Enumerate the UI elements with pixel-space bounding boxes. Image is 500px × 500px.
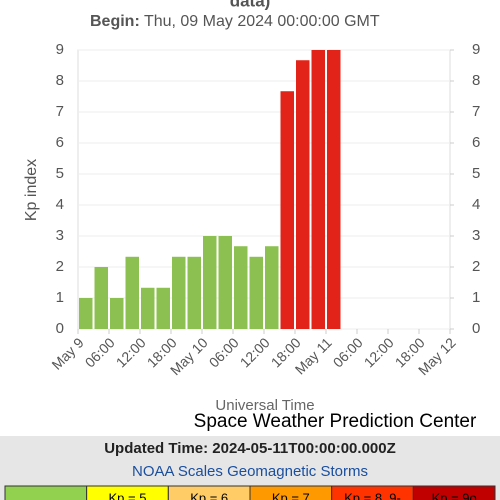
y-tick-label: 3 xyxy=(56,227,64,244)
y2-tick-label: 8 xyxy=(472,72,480,89)
subtitle-label: Begin: xyxy=(90,13,140,30)
subtitle-value: Thu, 09 May 2024 00:00:00 GMT xyxy=(144,13,380,30)
x-tick-label: 12:00 xyxy=(361,334,397,370)
bar xyxy=(311,50,325,329)
bar xyxy=(327,50,341,329)
bar xyxy=(110,298,124,329)
scale-label: Kp = 6 xyxy=(190,490,228,500)
bar xyxy=(218,236,232,329)
y-tick-label: 2 xyxy=(56,258,64,275)
y-tick-label: 7 xyxy=(56,103,64,120)
bar xyxy=(280,91,294,329)
x-tick-label: 12:00 xyxy=(113,334,149,370)
y-tick-label: 5 xyxy=(56,165,64,182)
scale-cell xyxy=(4,485,88,500)
x-tick-label: May 9 xyxy=(48,334,86,372)
x-tick-label: 06:00 xyxy=(206,334,242,370)
scale-row: Kp = 5 Kp = 6 Kp = 7 Kp = 8, 9- Kp = 9o xyxy=(4,485,496,500)
scale-label: Kp = 9o xyxy=(432,490,477,500)
y2-tick-label: 6 xyxy=(472,134,480,151)
y-tick-label: 9 xyxy=(56,41,64,58)
y-tick-label: 8 xyxy=(56,72,64,89)
scale-cell xyxy=(412,485,496,500)
x-axis-label: Universal Time xyxy=(215,397,314,414)
x-tick-label: 12:00 xyxy=(237,334,273,370)
y2-tick-label: 5 xyxy=(472,165,480,182)
scale-label: Kp = 8, 9- xyxy=(344,490,401,500)
scale-label: Kp = 5 xyxy=(109,490,147,500)
updated-value: 2024-05-11T00:00:00.000Z xyxy=(212,440,395,457)
bar xyxy=(234,246,248,329)
y-axis-label: Kp index xyxy=(23,159,40,221)
watermark: Space Weather Prediction Center xyxy=(194,411,477,432)
y2-tick-label: 3 xyxy=(472,227,480,244)
y2-tick-label: 2 xyxy=(472,258,480,275)
scales-link[interactable]: NOAA Scales Geomagnetic Storms xyxy=(132,463,368,480)
bar xyxy=(141,287,155,329)
bar xyxy=(296,60,310,329)
bar xyxy=(156,287,170,329)
y2-tick-label: 4 xyxy=(472,196,480,213)
updated-label: Updated Time: xyxy=(104,440,208,457)
bar xyxy=(172,256,186,329)
bar xyxy=(125,256,139,329)
bar xyxy=(265,246,279,329)
x-tick-label: 06:00 xyxy=(82,334,118,370)
bar xyxy=(203,236,217,329)
bar xyxy=(187,256,201,329)
x-tick-label: 06:00 xyxy=(330,334,366,370)
bar xyxy=(94,267,108,329)
y-tick-label: 0 xyxy=(56,320,64,337)
bar xyxy=(79,298,93,329)
scale-label: Kp = 7 xyxy=(272,490,310,500)
y2-tick-label: 7 xyxy=(472,103,480,120)
chart-title: data) xyxy=(230,0,271,10)
y2-tick-label: 1 xyxy=(472,289,480,306)
y-tick-label: 1 xyxy=(56,289,64,306)
updated-time: Updated Time: 2024-05-11T00:00:00.000Z xyxy=(104,440,396,457)
y-tick-label: 4 xyxy=(56,196,64,213)
y-tick-label: 6 xyxy=(56,134,64,151)
y2-tick-label: 9 xyxy=(472,41,480,58)
y2-tick-label: 0 xyxy=(472,320,480,337)
subtitle: Begin: Thu, 09 May 2024 00:00:00 GMT xyxy=(90,13,380,30)
bar xyxy=(249,256,263,329)
